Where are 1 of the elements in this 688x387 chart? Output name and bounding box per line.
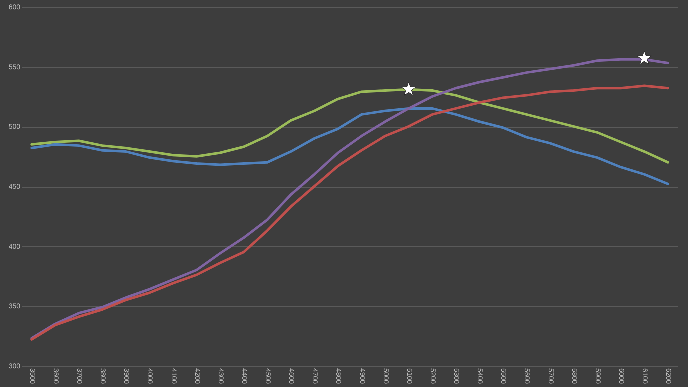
line-series xyxy=(30,107,670,186)
